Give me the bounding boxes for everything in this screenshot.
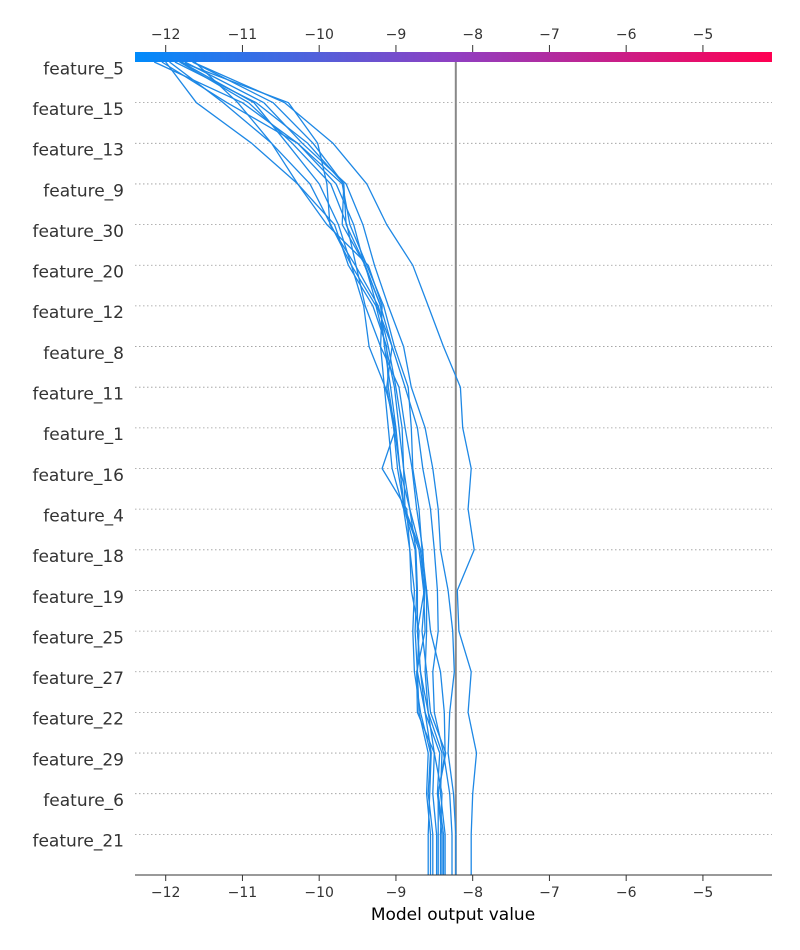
feature-label: feature_6 [43,791,124,811]
top-tick-label: −9 [386,27,407,43]
feature-label: feature_8 [43,344,124,364]
bottom-tick-label: −7 [539,885,560,901]
feature-label: feature_1 [43,425,124,445]
bottom-tick-label: −10 [304,885,334,901]
decision-line [192,61,443,875]
x-axis-label: Model output value [371,905,535,925]
feature-labels: feature_5 feature_15 feature_13 feature_9fe… [32,59,124,851]
bottom-tick-label: −6 [616,885,637,901]
feature-label: feature_5 [43,59,124,79]
feature-label: feature_25 [32,628,124,648]
top-tick-label: −7 [539,27,560,43]
feature-label: feature_16 [32,466,124,486]
decision-lines [153,61,478,875]
top-tick-label: −11 [228,27,258,43]
feature-label: feature_12 [32,303,124,323]
top-tick-label: −5 [693,27,714,43]
top-tick-label: −10 [304,27,334,43]
bottom-tick-label: −8 [462,885,483,901]
feature-label: feature_15 [32,100,124,120]
top-tick-label: −8 [462,27,483,43]
decision-line [174,61,453,875]
colorbar [135,52,772,62]
feature-label: feature_20 [32,263,124,283]
feature-label: feature_4 [43,506,124,526]
feature-label: feature_30 [32,222,124,242]
decision-line [180,61,443,875]
feature-label: feature_22 [32,710,124,730]
feature-label: feature_21 [32,832,124,852]
feature-label: feature_19 [32,588,124,608]
decision-line [184,61,457,875]
bottom-tick-label: −11 [228,885,258,901]
bottom-tick-label: −12 [151,885,181,901]
top-axis: −12 −11 −10 −9 −8 −7 −6 −5 [151,27,713,52]
bottom-axis: −12 −11 −10 −9 −8 −7 −6 −5 [151,875,713,901]
decision-line [179,61,432,875]
decision-line [192,61,478,875]
top-tick-label: −12 [151,27,181,43]
feature-label: feature_13 [32,141,124,161]
feature-label: feature_18 [32,547,124,567]
feature-label: feature_9 [43,181,124,201]
decision-line [165,61,432,875]
bottom-tick-label: −5 [693,885,714,901]
bottom-tick-label: −9 [386,885,407,901]
feature-label: feature_11 [32,385,124,405]
feature-label: feature_29 [32,750,124,770]
top-tick-label: −6 [616,27,637,43]
row-gridlines [135,102,772,835]
decision-line [161,61,446,875]
decision-line [180,61,434,875]
feature-label: feature_27 [32,669,124,689]
